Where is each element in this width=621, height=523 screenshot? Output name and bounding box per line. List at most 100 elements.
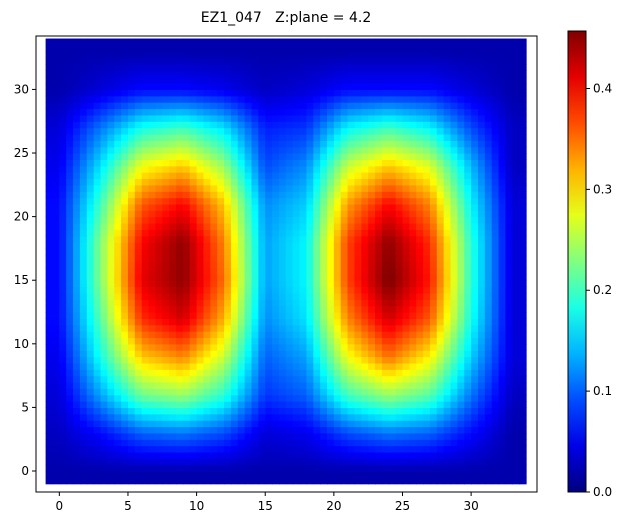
- heatmap-cell: [278, 413, 287, 421]
- heatmap-cell: [148, 203, 157, 211]
- heatmap-cell: [196, 471, 205, 478]
- heatmap-cell: [176, 242, 184, 250]
- heatmap-cell: [176, 324, 184, 332]
- heatmap-cell: [381, 89, 390, 97]
- heatmap-cell: [306, 477, 314, 485]
- heatmap-cell: [93, 305, 102, 313]
- heatmap-cell: [176, 451, 184, 459]
- heatmap-cell: [121, 394, 129, 402]
- heatmap-cell: [121, 280, 129, 288]
- heatmap-cell: [45, 312, 54, 319]
- heatmap-cell: [230, 159, 239, 167]
- heatmap-cell: [86, 133, 95, 141]
- heatmap-cell: [155, 121, 163, 129]
- heatmap-cell: [388, 57, 397, 65]
- heatmap-cell: [127, 254, 136, 262]
- heatmap-cell: [436, 172, 445, 180]
- heatmap-cell: [354, 331, 362, 339]
- heatmap-cell: [45, 471, 54, 478]
- heatmap-cell: [368, 299, 376, 307]
- heatmap-cell: [230, 108, 239, 116]
- heatmap-cell: [196, 401, 205, 409]
- heatmap-cell: [66, 331, 74, 339]
- heatmap-cell: [292, 312, 301, 319]
- heatmap-cell: [155, 153, 163, 160]
- heatmap-cell: [244, 451, 253, 459]
- heatmap-cell: [443, 70, 452, 78]
- heatmap-cell: [457, 356, 465, 364]
- heatmap-cell: [491, 375, 500, 383]
- heatmap-cell: [512, 159, 520, 167]
- heatmap-cell: [409, 439, 417, 447]
- heatmap-cell: [388, 299, 397, 307]
- heatmap-cell: [299, 178, 307, 186]
- heatmap-cell: [66, 280, 74, 288]
- heatmap-cell: [141, 203, 150, 211]
- heatmap-cell: [114, 413, 122, 421]
- heatmap-cell: [169, 184, 177, 192]
- heatmap-cell: [326, 178, 335, 186]
- heatmap-cell: [251, 95, 259, 103]
- heatmap-cell: [299, 439, 307, 447]
- heatmap-cell: [217, 292, 225, 300]
- heatmap-cell: [347, 178, 356, 186]
- heatmap-cell: [189, 432, 198, 440]
- heatmap-cell: [272, 127, 280, 135]
- heatmap-cell: [477, 203, 486, 211]
- heatmap-cell: [237, 331, 246, 339]
- heatmap-cell: [388, 477, 397, 485]
- heatmap-cell: [519, 458, 527, 466]
- heatmap-cell: [333, 38, 342, 46]
- heatmap-cell: [203, 108, 211, 116]
- heatmap-cell: [244, 83, 253, 91]
- heatmap-cell: [127, 458, 136, 466]
- heatmap-cell: [66, 254, 74, 262]
- heatmap-cell: [443, 248, 452, 256]
- heatmap-cell: [491, 95, 500, 103]
- heatmap-cell: [251, 439, 259, 447]
- heatmap-cell: [169, 439, 177, 447]
- heatmap-cell: [155, 222, 163, 230]
- heatmap-cell: [66, 381, 74, 389]
- heatmap-cell: [114, 133, 122, 141]
- heatmap-cell: [395, 146, 404, 154]
- heatmap-cell: [484, 165, 493, 173]
- heatmap-cell: [402, 292, 410, 300]
- heatmap-cell: [464, 38, 472, 46]
- heatmap-cell: [498, 248, 507, 256]
- heatmap-cell: [292, 127, 301, 135]
- heatmap-cell: [196, 292, 205, 300]
- heatmap-cell: [381, 57, 390, 65]
- heatmap-cell: [381, 312, 390, 319]
- heatmap-cell: [409, 235, 417, 243]
- heatmap-cell: [340, 197, 349, 205]
- heatmap-cell: [237, 95, 246, 103]
- heatmap-cell: [107, 261, 115, 269]
- heatmap-cell: [224, 216, 232, 224]
- heatmap-cell: [306, 254, 314, 262]
- heatmap-cell: [244, 63, 253, 71]
- heatmap-cell: [491, 254, 500, 262]
- heatmap-cell: [217, 432, 225, 440]
- heatmap-cell: [169, 426, 177, 434]
- heatmap-cell: [368, 305, 376, 313]
- heatmap-cell: [93, 261, 102, 269]
- heatmap-cell: [210, 229, 218, 237]
- heatmap-cell: [100, 273, 108, 281]
- heatmap-cell: [464, 381, 472, 389]
- heatmap-cell: [73, 184, 81, 192]
- heatmap-cell: [340, 388, 349, 396]
- heatmap-cell: [388, 350, 397, 358]
- heatmap-cell: [361, 222, 369, 230]
- heatmap-cell: [320, 445, 328, 453]
- heatmap-cell: [285, 235, 294, 243]
- heatmap-cell: [148, 394, 157, 402]
- heatmap-cell: [230, 413, 239, 421]
- heatmap-cell: [436, 159, 445, 167]
- heatmap-cell: [224, 63, 232, 71]
- heatmap-cell: [347, 477, 356, 485]
- heatmap-cell: [52, 76, 60, 84]
- heatmap-cell: [59, 242, 67, 250]
- heatmap-cell: [182, 51, 191, 59]
- heatmap-cell: [114, 350, 122, 358]
